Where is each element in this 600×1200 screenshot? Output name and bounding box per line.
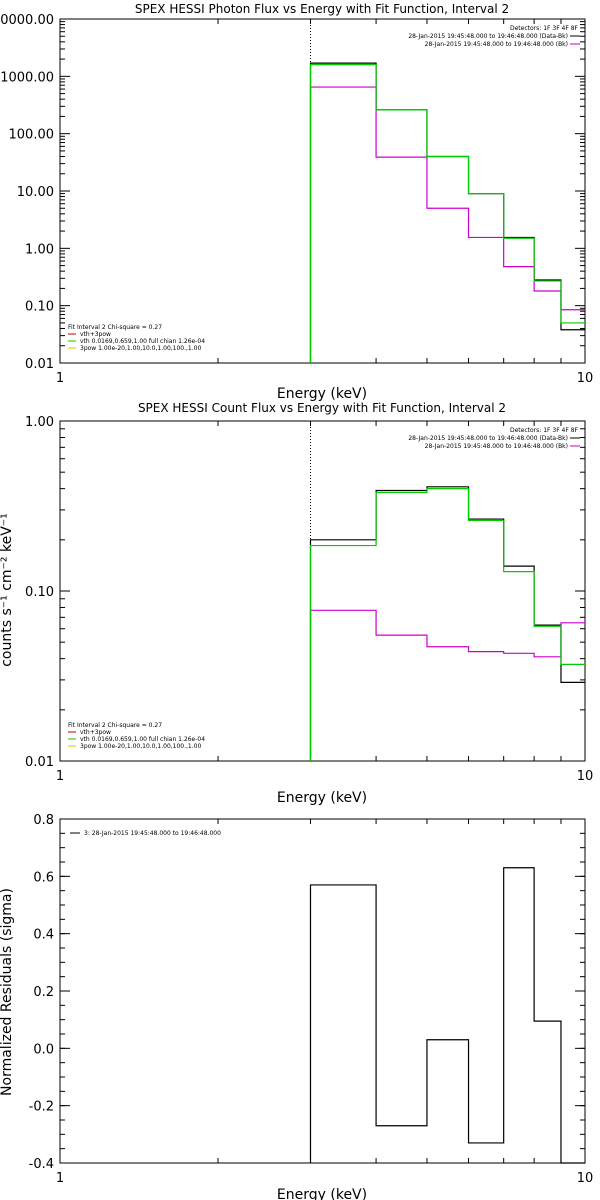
- legend-entry: 28-Jan-2015 19:45:48.000 to 19:46:48.000…: [425, 443, 568, 450]
- legend-fit-entry: vth+3pow: [80, 729, 111, 736]
- x-tick-label: 10: [577, 1171, 594, 1186]
- legend-fit-entry: vth 0.0169,0.659,1.00 full chian 1.26e-0…: [80, 736, 205, 743]
- legend-fit-entry: vth+3pow: [80, 331, 111, 338]
- y-tick-label: -0.2: [29, 1100, 54, 1115]
- y-tick-label: -0.4: [29, 1157, 54, 1172]
- x-tick-label: 10: [577, 371, 594, 386]
- y-tick-label: 0.01: [25, 755, 54, 770]
- count-flux-title: SPEX HESSI Count Flux vs Energy with Fit…: [138, 401, 506, 415]
- legend-fit-header: Fit Interval 2 Chi-square = 0.27: [68, 324, 162, 331]
- legend-fit-header: Fit Interval 2 Chi-square = 0.27: [68, 722, 162, 729]
- y-tick-label: 0.01: [25, 357, 54, 372]
- x-tick-label: 1: [56, 371, 64, 386]
- photon-flux-xlabel: Energy (keV): [277, 386, 367, 402]
- legend-residual-entry: 3: 28-Jan-2015 19:45:48.000 to 19:46:48.…: [84, 830, 221, 837]
- y-tick-label: 0.8: [33, 813, 54, 828]
- legend-fit-entry: vth 0.0169,0.659,1.00 full chian 1.26e-0…: [80, 338, 205, 345]
- plot-frame: [59, 420, 586, 762]
- y-tick-label: 0.6: [33, 870, 54, 885]
- count-flux-ylabel: counts s⁻¹ cm⁻² keV⁻¹: [0, 513, 15, 667]
- x-tick-label: 1: [56, 1171, 64, 1186]
- legend-entry: 28-Jan-2015 19:45:48.000 to 19:46:48.000…: [408, 33, 568, 40]
- y-tick-label: 1.00: [25, 242, 54, 257]
- series-fit: [309, 64, 585, 363]
- y-tick-label: 0.0: [33, 1042, 54, 1057]
- count-flux-plot: SPEX HESSI Count Flux vs Energy with Fit…: [0, 401, 593, 806]
- y-tick-label: 1.00: [25, 415, 54, 430]
- legend-fit-entry: 3pow 1.00e-20,1.00,10.0,1.00,100.,1.00: [80, 743, 201, 750]
- series-resid: [309, 867, 585, 1164]
- legend-fit-entry: 3pow 1.00e-20,1.00,10.0,1.00,100.,1.00: [80, 345, 201, 352]
- y-tick-label: 0.10: [25, 300, 54, 315]
- series-bk: [309, 609, 585, 761]
- y-tick-label: 1000.00: [0, 70, 54, 85]
- photon-flux-title: SPEX HESSI Photon Flux vs Energy with Fi…: [135, 2, 509, 16]
- series-fit: [309, 488, 585, 761]
- y-tick-label: 0.2: [33, 985, 54, 1000]
- residuals-xlabel: Energy (keV): [277, 1187, 367, 1200]
- y-tick-label: 10000.00: [0, 13, 54, 28]
- y-tick-label: 0.4: [33, 928, 54, 943]
- legend-detectors: Detectors: 1F 3F 4F 8F: [510, 25, 579, 32]
- x-tick-label: 10: [577, 769, 594, 784]
- series-data: [309, 62, 585, 363]
- plot-frame: [59, 18, 586, 364]
- legend-entry: 28-Jan-2015 19:45:48.000 to 19:46:48.000…: [408, 435, 568, 442]
- photon-flux-plot: SPEX HESSI Photon Flux vs Energy with Fi…: [0, 2, 593, 402]
- legend-entry: 28-Jan-2015 19:45:48.000 to 19:46:48.000…: [425, 41, 568, 48]
- x-tick-label: 1: [56, 769, 64, 784]
- series-bk: [309, 86, 585, 363]
- y-tick-label: 0.10: [25, 585, 54, 600]
- plot-frame: [59, 818, 586, 1164]
- count-flux-xlabel: Energy (keV): [277, 790, 367, 806]
- residuals-ylabel: Normalized Residuals (sigma): [0, 888, 15, 1096]
- y-tick-label: 100.00: [9, 128, 55, 143]
- residuals-plot: Energy (keV) Normalized Residuals (sigma…: [0, 813, 593, 1200]
- legend-detectors: Detectors: 1F 3F 4F 8F: [510, 427, 579, 434]
- y-tick-label: 10.00: [17, 185, 54, 200]
